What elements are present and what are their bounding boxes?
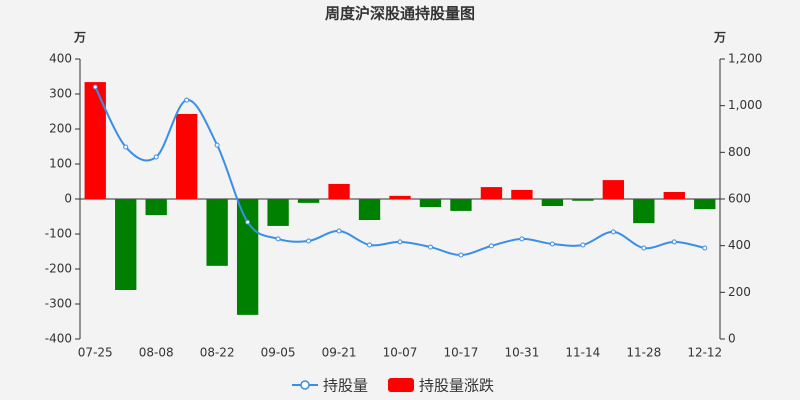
y-tick-label: -300 xyxy=(45,297,72,311)
bar xyxy=(663,192,685,199)
line-point xyxy=(367,242,373,248)
legend-label: 持股量 xyxy=(323,377,368,395)
y-tick-label: 0 xyxy=(64,192,72,206)
y-tick-label: -400 xyxy=(45,332,72,346)
bar xyxy=(633,199,655,224)
y2-tick-label: 600 xyxy=(728,192,751,206)
y2-tick-label: 0 xyxy=(728,332,736,346)
y2-tick-label: 200 xyxy=(728,285,751,299)
line-point xyxy=(245,219,251,225)
bar xyxy=(297,199,320,203)
y-tick-label: 300 xyxy=(49,87,72,101)
y2-axis-unit: 万 xyxy=(713,31,726,45)
y-tick-label: -100 xyxy=(45,227,72,241)
line-point xyxy=(397,239,403,245)
chart-title: 周度沪深股通持股量图 xyxy=(325,5,475,23)
y-tick-label: 400 xyxy=(49,52,72,66)
line xyxy=(94,86,705,257)
x-tick-label: 11-14 xyxy=(565,346,600,360)
y-tick-label: -200 xyxy=(45,262,72,276)
line-point xyxy=(671,239,677,245)
bar xyxy=(572,199,594,201)
line-point xyxy=(336,228,342,234)
y2-tick-label: 1,200 xyxy=(728,52,762,66)
x-tick-label: 09-21 xyxy=(322,346,357,360)
y2-tick-label: 1,000 xyxy=(728,98,762,112)
y-tick-label: 200 xyxy=(49,122,72,136)
x-tick-label: 09-05 xyxy=(261,346,296,360)
bar xyxy=(236,199,259,315)
bar xyxy=(176,113,198,199)
bar xyxy=(115,199,137,290)
bar xyxy=(541,199,564,206)
x-tick-label: 10-17 xyxy=(444,346,479,360)
line-point xyxy=(275,236,281,242)
line-point xyxy=(153,154,159,160)
bar xyxy=(419,199,442,208)
x-tick-label: 10-31 xyxy=(504,346,539,360)
line-point xyxy=(427,244,433,250)
x-tick-label: 07-25 xyxy=(78,346,113,360)
bar xyxy=(480,187,503,199)
bar xyxy=(328,183,350,199)
bar xyxy=(389,195,411,199)
legend-marker xyxy=(300,380,310,390)
x-tick-label: 08-08 xyxy=(139,346,174,360)
line-point xyxy=(488,243,494,249)
y2-tick-label: 800 xyxy=(728,145,751,159)
line-point xyxy=(184,97,190,103)
x-tick-label: 11-28 xyxy=(626,346,661,360)
line-point xyxy=(580,242,586,248)
legend-swatch xyxy=(388,378,414,392)
bar xyxy=(511,189,533,199)
line-point xyxy=(458,252,464,258)
line-point xyxy=(610,229,616,235)
bar xyxy=(450,199,472,211)
x-tick-label: 10-07 xyxy=(383,346,418,360)
bar xyxy=(358,199,381,220)
line-point xyxy=(519,236,525,242)
x-tick-label: 08-22 xyxy=(200,346,235,360)
line-point xyxy=(549,241,555,247)
bar xyxy=(84,82,106,199)
bar xyxy=(206,199,228,266)
line-point xyxy=(123,144,129,150)
legend-label: 持股量涨跌 xyxy=(419,377,494,395)
line-point xyxy=(641,245,647,251)
bar xyxy=(602,180,624,199)
y2-tick-label: 400 xyxy=(728,238,751,252)
line-point xyxy=(702,245,708,251)
bar xyxy=(267,199,289,226)
line-point xyxy=(214,142,220,148)
y-axis-unit: 万 xyxy=(73,31,86,45)
bar xyxy=(145,199,167,216)
bar xyxy=(694,199,716,210)
y-tick-label: 100 xyxy=(49,157,72,171)
line-point xyxy=(92,84,98,90)
line-point xyxy=(306,238,312,244)
x-tick-label: 12-12 xyxy=(687,346,722,360)
